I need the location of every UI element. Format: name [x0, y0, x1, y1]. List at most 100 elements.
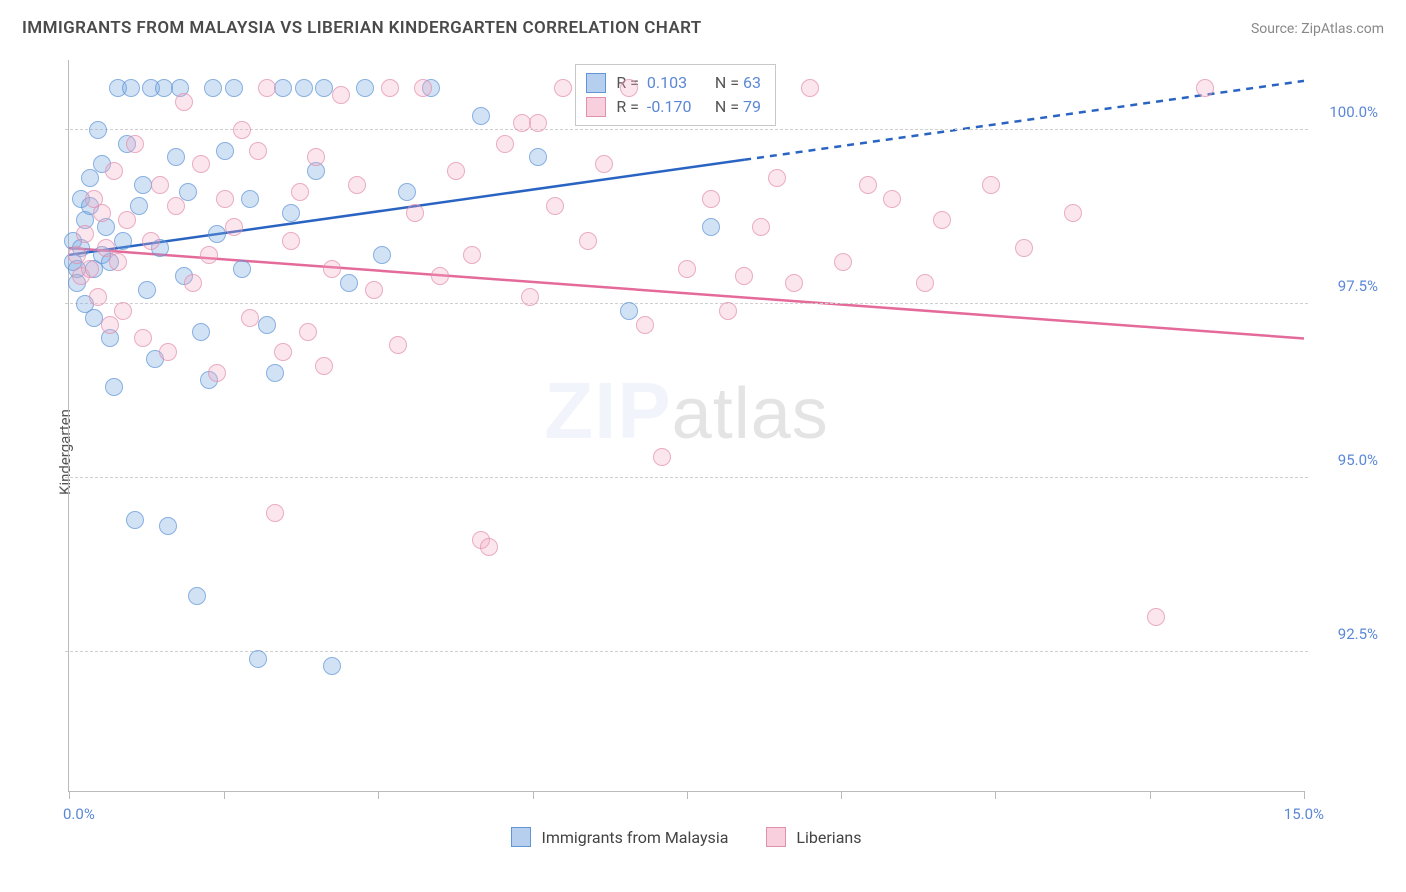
- x-tick: [533, 791, 534, 799]
- data-point: [225, 79, 243, 97]
- data-point: [249, 650, 267, 668]
- data-point: [258, 316, 276, 334]
- y-tick-label: 95.0%: [1338, 451, 1378, 469]
- data-point: [274, 343, 292, 361]
- data-point: [406, 204, 424, 222]
- data-point: [188, 587, 206, 605]
- data-point: [167, 148, 185, 166]
- data-point: [291, 183, 309, 201]
- data-point: [134, 329, 152, 347]
- data-point: [76, 225, 94, 243]
- data-point: [249, 142, 267, 160]
- data-point: [241, 190, 259, 208]
- data-point: [678, 260, 696, 278]
- y-tick-label: 97.5%: [1338, 277, 1378, 295]
- data-point: [81, 260, 99, 278]
- data-point: [752, 218, 770, 236]
- data-point: [1196, 79, 1214, 97]
- data-point: [595, 155, 613, 173]
- data-point: [274, 79, 292, 97]
- data-point: [883, 190, 901, 208]
- gridline: [65, 477, 1308, 478]
- data-point: [175, 93, 193, 111]
- data-point: [859, 176, 877, 194]
- data-point: [155, 79, 173, 97]
- data-point: [266, 504, 284, 522]
- y-tick-label: 92.5%: [1338, 625, 1378, 643]
- legend-swatch: [511, 827, 531, 847]
- data-point: [834, 253, 852, 271]
- x-tick: [995, 791, 996, 799]
- data-point: [513, 114, 531, 132]
- data-point: [1064, 204, 1082, 222]
- stat-n-label: N = 63: [715, 71, 761, 95]
- x-tick: [841, 791, 842, 799]
- data-point: [200, 246, 218, 264]
- x-min-label: 0.0%: [63, 805, 95, 823]
- data-point: [101, 316, 119, 334]
- data-point: [109, 253, 127, 271]
- data-point: [702, 190, 720, 208]
- data-point: [381, 79, 399, 97]
- data-point: [126, 511, 144, 529]
- x-tick: [224, 791, 225, 799]
- legend-item: Liberians: [766, 827, 861, 847]
- x-tick: [378, 791, 379, 799]
- data-point: [126, 135, 144, 153]
- data-point: [151, 176, 169, 194]
- data-point: [216, 142, 234, 160]
- x-tick: [687, 791, 688, 799]
- data-point: [241, 309, 259, 327]
- data-point: [1015, 239, 1033, 257]
- gridline: [65, 129, 1308, 130]
- data-point: [167, 197, 185, 215]
- data-point: [105, 162, 123, 180]
- data-point: [208, 225, 226, 243]
- data-point: [1147, 608, 1165, 626]
- stats-legend-row: R = 0.103N = 63: [586, 71, 761, 95]
- data-point: [414, 79, 432, 97]
- data-point: [159, 517, 177, 535]
- legend-label: Immigrants from Malaysia: [541, 828, 728, 847]
- series-legend: Immigrants from Malaysia Liberians: [69, 827, 1304, 847]
- data-point: [735, 267, 753, 285]
- data-point: [114, 232, 132, 250]
- data-point: [620, 79, 638, 97]
- data-point: [801, 79, 819, 97]
- source-label: Source: ZipAtlas.com: [1251, 21, 1384, 37]
- chart-container: Kindergarten ZIPatlas R = 0.103N = 63R =…: [22, 52, 1384, 852]
- data-point: [554, 79, 572, 97]
- stats-legend-row: R = -0.170N = 79: [586, 95, 761, 119]
- data-point: [579, 232, 597, 250]
- data-point: [447, 162, 465, 180]
- data-point: [114, 302, 132, 320]
- watermark: ZIPatlas: [544, 365, 829, 457]
- data-point: [431, 267, 449, 285]
- data-point: [105, 378, 123, 396]
- data-point: [521, 288, 539, 306]
- data-point: [282, 232, 300, 250]
- legend-swatch: [586, 73, 606, 93]
- data-point: [340, 274, 358, 292]
- gridline: [65, 303, 1308, 304]
- data-point: [225, 218, 243, 236]
- data-point: [192, 155, 210, 173]
- data-point: [373, 246, 391, 264]
- data-point: [463, 246, 481, 264]
- data-point: [702, 218, 720, 236]
- x-tick: [1150, 791, 1151, 799]
- data-point: [323, 657, 341, 675]
- data-point: [933, 211, 951, 229]
- data-point: [295, 79, 313, 97]
- data-point: [204, 79, 222, 97]
- data-point: [93, 204, 111, 222]
- chart-title: IMMIGRANTS FROM MALAYSIA VS LIBERIAN KIN…: [22, 18, 702, 38]
- data-point: [134, 176, 152, 194]
- data-point: [233, 121, 251, 139]
- data-point: [216, 190, 234, 208]
- data-point: [192, 323, 210, 341]
- data-point: [315, 357, 333, 375]
- data-point: [307, 148, 325, 166]
- data-point: [348, 176, 366, 194]
- plot-area: ZIPatlas R = 0.103N = 63R = -0.170N = 79…: [68, 60, 1304, 792]
